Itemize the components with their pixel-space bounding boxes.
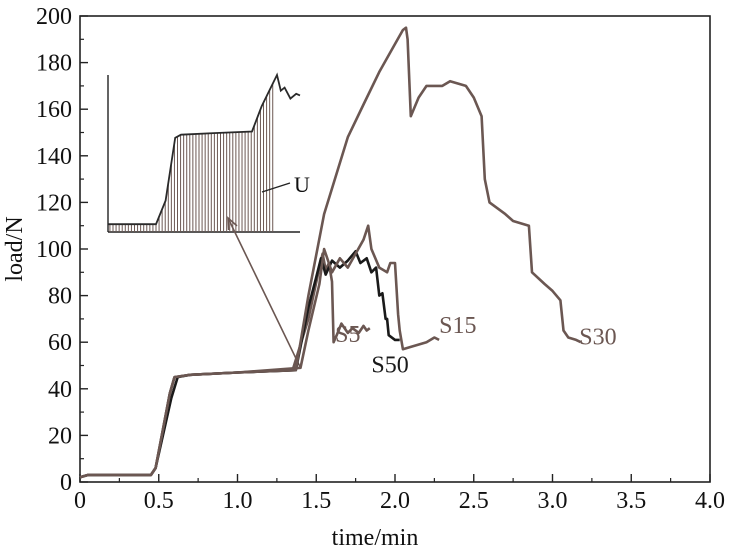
y-tick-label: 100 [36,237,72,263]
series-line-s5 [79,252,371,479]
y-tick-label: 160 [36,97,72,123]
x-tick-label: 2.5 [459,488,489,514]
x-tick-label: 1.0 [223,488,253,514]
x-axis-title: time/min [332,525,419,551]
inset-curve [108,72,301,226]
inset-connector-line [227,217,302,369]
x-tick-label: 4.0 [695,488,725,514]
inset-label-pointer [261,182,291,193]
series-label-s15: S15 [439,313,476,339]
axis-ticks: 0 0.5 1.0 1.5 2.0 2.5 3.0 3.5 4.0 0 20 40 60 80 100 120… [36,4,725,514]
y-tick-label: 60 [48,330,72,356]
inset-label: U [294,172,310,197]
y-tick-label: 200 [36,4,72,30]
inset-plot: U [107,72,310,369]
y-tick-label: 0 [60,470,72,496]
x-tick-label: 3.0 [538,488,568,514]
y-tick-label: 140 [36,144,72,170]
series-line-s30 [79,26,582,479]
x-tick-label: 0 [74,488,86,514]
x-tick-label: 0.5 [144,488,174,514]
x-tick-label: 2.0 [380,488,410,514]
series-label-s5: S5 [335,322,360,348]
y-axis-title: load/N [2,216,28,281]
y-tick-label: 120 [36,190,72,216]
plot-frame [79,15,711,483]
x-tick-label: 1.5 [301,488,331,514]
y-tick-label: 180 [36,51,72,77]
series-label-s30: S30 [579,325,616,351]
y-tick-label: 40 [48,377,72,403]
y-tick-label: 80 [48,284,72,310]
y-tick-label: 20 [48,423,72,449]
x-tick-label: 3.5 [616,488,646,514]
series-line-s50 [79,250,400,479]
inset-connector-arrowhead [227,216,238,231]
series-group: S5 S50 S15 S30 [79,26,617,479]
series-label-s50: S50 [371,352,408,378]
